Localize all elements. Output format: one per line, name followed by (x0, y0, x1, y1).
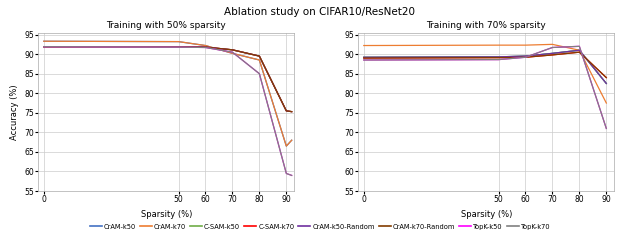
Title: Training with 70% sparsity: Training with 70% sparsity (426, 21, 547, 31)
X-axis label: Sparsity (%): Sparsity (%) (461, 210, 512, 219)
Legend: CrAM-k50, CrAM-k70, C-SAM-k50, C-SAM-k70, CrAM-k50-Random, CrAM-k70-Random, TopK: CrAM-k50, CrAM-k70, C-SAM-k50, C-SAM-k70… (90, 224, 550, 230)
X-axis label: Sparsity (%): Sparsity (%) (141, 210, 192, 219)
Title: Training with 50% sparsity: Training with 50% sparsity (106, 21, 227, 31)
Text: Ablation study on CIFAR10/ResNet20: Ablation study on CIFAR10/ResNet20 (225, 7, 415, 17)
Y-axis label: Accuracy (%): Accuracy (%) (10, 84, 19, 140)
